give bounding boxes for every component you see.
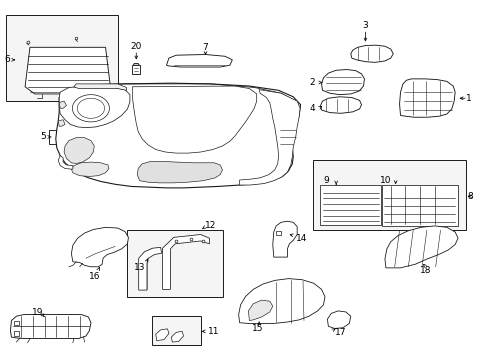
Polygon shape bbox=[381, 185, 457, 226]
Bar bbox=[275, 231, 280, 234]
Text: 10: 10 bbox=[379, 176, 391, 185]
Text: 18: 18 bbox=[419, 266, 431, 275]
Text: 14: 14 bbox=[295, 234, 306, 243]
Text: 13: 13 bbox=[134, 264, 145, 273]
Polygon shape bbox=[162, 234, 209, 289]
Text: 20: 20 bbox=[130, 42, 142, 51]
Text: 8: 8 bbox=[466, 192, 472, 201]
Text: 2: 2 bbox=[309, 78, 315, 87]
Polygon shape bbox=[166, 54, 232, 67]
Polygon shape bbox=[320, 97, 361, 113]
Bar bbox=[14, 320, 19, 325]
Text: 4: 4 bbox=[309, 104, 315, 113]
Polygon shape bbox=[71, 162, 109, 176]
Polygon shape bbox=[59, 101, 66, 108]
Bar bbox=[5, 15, 118, 101]
Text: 9: 9 bbox=[323, 176, 328, 185]
Text: 1: 1 bbox=[465, 94, 470, 103]
Polygon shape bbox=[137, 161, 222, 183]
Text: 16: 16 bbox=[88, 271, 100, 280]
Bar bbox=[152, 316, 200, 345]
Polygon shape bbox=[238, 279, 325, 323]
Text: 19: 19 bbox=[31, 308, 43, 317]
Polygon shape bbox=[59, 86, 130, 128]
Polygon shape bbox=[272, 221, 297, 257]
Polygon shape bbox=[25, 47, 110, 94]
Polygon shape bbox=[58, 120, 65, 126]
Text: 5: 5 bbox=[40, 132, 45, 141]
Bar bbox=[127, 230, 222, 297]
Text: 12: 12 bbox=[204, 221, 216, 230]
Polygon shape bbox=[56, 83, 300, 188]
Polygon shape bbox=[139, 247, 161, 290]
Polygon shape bbox=[321, 69, 364, 95]
Polygon shape bbox=[64, 138, 94, 163]
Text: 17: 17 bbox=[334, 328, 346, 337]
Bar bbox=[49, 130, 74, 144]
Polygon shape bbox=[248, 300, 272, 320]
Bar bbox=[132, 65, 140, 74]
Polygon shape bbox=[133, 63, 139, 65]
Polygon shape bbox=[10, 315, 91, 338]
Polygon shape bbox=[71, 227, 128, 267]
Bar bbox=[312, 160, 466, 230]
Polygon shape bbox=[171, 331, 183, 342]
Polygon shape bbox=[239, 90, 300, 185]
Text: 11: 11 bbox=[207, 327, 219, 336]
Text: 15: 15 bbox=[252, 324, 264, 333]
Text: 6: 6 bbox=[4, 55, 10, 64]
Polygon shape bbox=[327, 311, 350, 328]
Text: 3: 3 bbox=[362, 21, 367, 30]
Polygon shape bbox=[384, 226, 457, 268]
Polygon shape bbox=[74, 84, 126, 90]
Polygon shape bbox=[399, 79, 454, 117]
Polygon shape bbox=[156, 329, 168, 341]
Text: 7: 7 bbox=[202, 43, 208, 52]
Polygon shape bbox=[58, 156, 73, 169]
Polygon shape bbox=[320, 185, 380, 225]
Polygon shape bbox=[350, 45, 392, 62]
Polygon shape bbox=[132, 86, 256, 153]
Bar bbox=[14, 331, 19, 336]
